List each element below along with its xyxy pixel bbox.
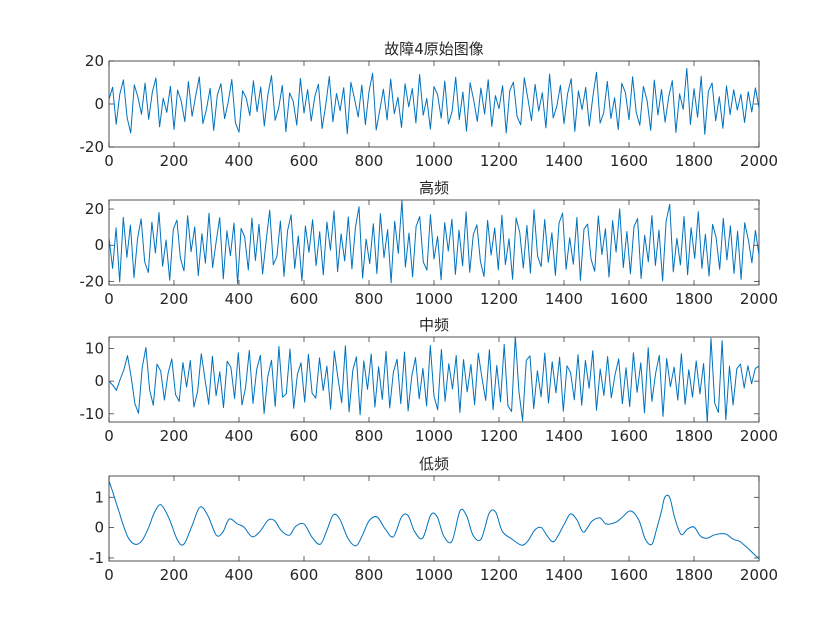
y-tick-label: -20 <box>80 138 105 156</box>
axes-box <box>108 336 760 423</box>
series-line <box>109 480 759 559</box>
x-tick-label: 1600 <box>610 566 648 584</box>
x-tick-label: 600 <box>290 290 319 308</box>
x-tick-label: 600 <box>290 152 319 170</box>
x-tick-label: 0 <box>104 566 114 584</box>
x-tick-label: 800 <box>355 290 384 308</box>
x-tick-label: 1000 <box>415 427 453 445</box>
y-tick-label: 0 <box>94 95 104 113</box>
x-tick-label: 400 <box>225 566 254 584</box>
x-tick-label: 1400 <box>545 566 583 584</box>
y-tick-label: -10 <box>80 405 105 423</box>
subplot-4: 低频 0 200 400 600 800 1000 1200 1400 1600 1800 2000 -… <box>89 455 778 584</box>
x-tick-label: 400 <box>225 152 254 170</box>
subplot-title: 中频 <box>419 316 449 334</box>
x-tick-label: 2000 <box>740 566 778 584</box>
x-tick-label: 200 <box>160 427 189 445</box>
y-tick-label: -20 <box>80 272 105 290</box>
x-tick-label: 1600 <box>610 290 648 308</box>
x-tick-label: 1400 <box>545 290 583 308</box>
x-tick-label: 800 <box>355 427 384 445</box>
x-tick-label: 0 <box>104 427 114 445</box>
x-tick-label: 400 <box>225 427 254 445</box>
x-tick-label: 1800 <box>675 152 713 170</box>
x-tick-label: 1200 <box>480 152 518 170</box>
axes-box <box>108 60 760 148</box>
y-tick-label: 1 <box>94 488 104 506</box>
x-tick-label: 1200 <box>480 290 518 308</box>
y-tick-label: 10 <box>85 339 104 357</box>
axes-box <box>108 199 760 286</box>
x-tick-label: 2000 <box>740 290 778 308</box>
series-line <box>109 200 759 285</box>
x-tick-label: 0 <box>104 152 114 170</box>
x-tick-label: 200 <box>160 566 189 584</box>
series-line <box>109 68 759 135</box>
x-tick-label: 0 <box>104 290 114 308</box>
subplot-3: 中频 0 200 400 600 800 1000 1200 1400 1600 1800 2000 -… <box>80 316 779 445</box>
x-tick-label: 2000 <box>740 427 778 445</box>
x-tick-label: 1000 <box>415 290 453 308</box>
x-tick-label: 600 <box>290 427 319 445</box>
x-tick-label: 800 <box>355 566 384 584</box>
x-tick-label: 1400 <box>545 427 583 445</box>
x-tick-label: 200 <box>160 152 189 170</box>
y-tick-label: 20 <box>85 52 104 70</box>
x-tick-label: 1800 <box>675 427 713 445</box>
x-tick-label: 1200 <box>480 566 518 584</box>
x-tick-label: 600 <box>290 566 319 584</box>
axes-box <box>108 475 760 562</box>
y-tick-label: -1 <box>89 549 104 567</box>
subplot-title: 故障4原始图像 <box>384 40 484 58</box>
x-tick-label: 400 <box>225 290 254 308</box>
x-tick-label: 800 <box>355 152 384 170</box>
y-tick-label: 0 <box>94 372 104 390</box>
subplot-title: 低频 <box>419 455 449 473</box>
x-tick-label: 1000 <box>415 152 453 170</box>
subplot-title: 高频 <box>419 179 449 197</box>
x-tick-label: 1800 <box>675 290 713 308</box>
y-tick-label: 0 <box>94 236 104 254</box>
x-tick-label: 1600 <box>610 427 648 445</box>
x-tick-label: 200 <box>160 290 189 308</box>
x-tick-label: 2000 <box>740 152 778 170</box>
x-tick-label: 1000 <box>415 566 453 584</box>
series-line <box>109 337 759 422</box>
x-tick-label: 1600 <box>610 152 648 170</box>
y-tick-label: 20 <box>85 200 104 218</box>
subplot-2: 高频0 200 400 600 800 1000 1200 1400 1600 1800 2000-… <box>80 179 779 308</box>
x-tick-label: 1200 <box>480 427 518 445</box>
x-tick-label: 1400 <box>545 152 583 170</box>
x-tick-label: 1800 <box>675 566 713 584</box>
y-tick-label: 0 <box>94 519 104 537</box>
